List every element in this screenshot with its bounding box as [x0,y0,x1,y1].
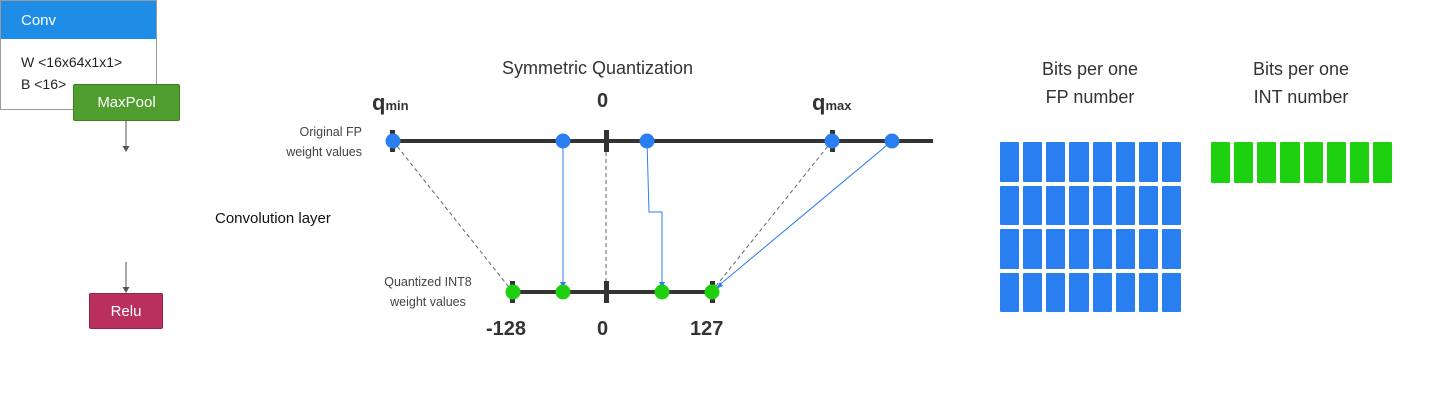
fp-zero-tick [604,130,609,152]
fp-bit-cell [1046,272,1066,312]
fp-bit-cell [1069,185,1089,225]
fp-bit-cell [1161,229,1181,269]
int-point [704,284,720,300]
fp-bit-cell [1092,142,1112,182]
fp-bits-label: Bits per one FP number [1041,59,1139,107]
fp-bit-cell [1092,185,1112,225]
fp-bit-cell [1000,272,1020,312]
fp-point [639,133,655,149]
fp-bit-cell [1023,229,1043,269]
int-bit-cell [1326,142,1346,183]
relu-node: Relu [89,293,163,329]
int-zero-label: 0 [597,318,609,340]
int-min-label: -128 [486,318,527,340]
fp-bit-cell [1161,272,1181,312]
int-zero-tick [604,281,609,303]
fp-bit-cell [1115,185,1135,225]
fp-bit-cell [1138,272,1158,312]
qmax-label: qmax [812,90,852,115]
dashed-map-max [711,140,833,292]
int-bit-cell [1349,142,1369,183]
fp-bits-grid [1000,142,1181,312]
int-point [654,284,670,300]
fp-bit-cell [1138,142,1158,182]
maxpool-node: MaxPool [73,84,180,121]
fp-zero-label: 0 [597,90,609,112]
fp-bit-cell [1115,272,1135,312]
fp-point [824,133,840,149]
conv-bias-shape: B <16> [21,76,67,92]
int-bit-cell [1303,142,1323,183]
int-bit-cell [1211,142,1231,183]
map-arrow-2 [646,140,663,283]
dashed-map-min [392,140,513,292]
fp-bit-cell [1069,229,1089,269]
int-axis-label: Quantized INT8 weight values [384,275,472,309]
int-point [555,284,571,300]
map-arrow-3 [716,140,893,288]
fp-bit-cell [1000,142,1020,182]
fp-bit-cell [1023,142,1043,182]
fp-bit-cell [1138,185,1158,225]
fp-bit-cell [1046,229,1066,269]
int-bit-cell [1234,142,1254,183]
fp-point [555,133,571,149]
int-bit-cell [1257,142,1277,183]
int-max-label: 127 [690,318,724,340]
fp-bit-cell [1138,229,1158,269]
layer-caption: Convolution layer [215,210,331,227]
conv-header: Conv [1,1,156,39]
fp-bit-cell [1046,185,1066,225]
fp-axis-label: Original FP weight values [286,125,362,159]
fp-bit-cell [1161,142,1181,182]
fp-bit-cell [1000,185,1020,225]
qmin-label: qmin [372,90,409,115]
fp-bit-cell [1069,142,1089,182]
fp-bit-cell [1161,185,1181,225]
fp-point [385,133,401,149]
fp-bit-cell [1000,229,1020,269]
quantization-title: Symmetric Quantization [502,58,694,78]
fp-point [884,133,900,149]
fp-bit-cell [1046,142,1066,182]
fp-bit-cell [1115,142,1135,182]
int-bits-label: Bits per one INT number [1252,59,1350,107]
fp-bit-cell [1023,272,1043,312]
conv-weight-shape: W <16x64x1x1> [21,54,123,70]
fp-bit-cell [1115,229,1135,269]
fp-bit-cell [1092,229,1112,269]
fp-bit-cell [1069,272,1089,312]
int-bit-cell [1372,142,1392,183]
fp-bit-cell [1023,185,1043,225]
int-point [505,284,521,300]
fp-bit-cell [1092,272,1112,312]
int-bits-row [1211,142,1392,183]
int-bit-cell [1280,142,1300,183]
